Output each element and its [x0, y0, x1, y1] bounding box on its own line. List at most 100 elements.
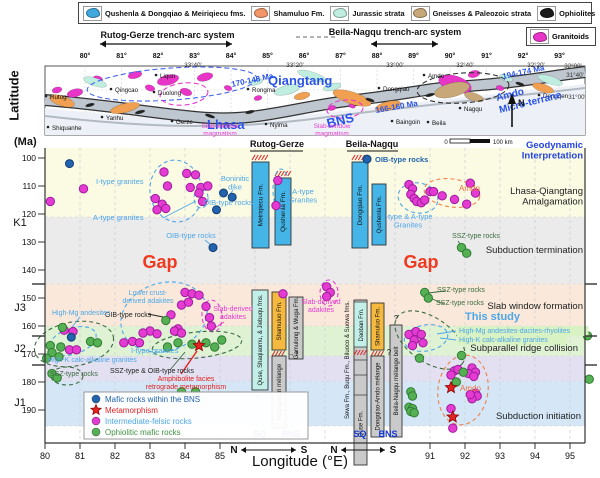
map-label: Qiangtang: [268, 73, 332, 88]
label-line: dike: [228, 183, 242, 192]
label-line: adakites: [308, 307, 335, 314]
red-hatch: [271, 350, 276, 357]
town-label: Liqun: [160, 73, 176, 80]
plot-label: OIB-type rocks: [375, 155, 428, 164]
stratigraphic-column: [370, 302, 385, 351]
section-label-bns: BNS: [378, 429, 397, 439]
label-line: Granites: [289, 196, 318, 205]
interpretation-band: [45, 217, 585, 284]
data-point-intermediate-felsic-rocks: [71, 345, 82, 355]
x-tick-label: 81: [75, 451, 85, 461]
map-highlight-ellipse: [86, 66, 258, 102]
town-marker: [152, 90, 156, 94]
map-lon-tick: 87°: [335, 52, 346, 60]
geologic-patch: [297, 69, 327, 83]
label-line: Slab-window: [314, 123, 351, 130]
connector-line: [169, 351, 186, 371]
map-lat-tick: 31°40': [566, 72, 583, 79]
data-point-intermediate-felsic-rocks: [159, 167, 169, 177]
label-line: Interpretation: [522, 151, 583, 162]
data-point-intermediate-felsic-rocks: [416, 329, 426, 340]
label-line: Slab-derived: [213, 306, 252, 313]
data-point-mafic-rocks-within-the-bns: [227, 192, 237, 202]
plot-label: A-type granites: [93, 213, 144, 222]
map-lon-tick: 81°: [116, 52, 127, 60]
y-tick-label: 140: [22, 265, 36, 275]
era-label: J3: [14, 302, 26, 314]
red-hatch: [357, 154, 362, 161]
red-hatch: [359, 349, 364, 356]
label-line: A-type: [292, 187, 314, 196]
geologic-patch: [537, 74, 563, 86]
connector-line: [436, 330, 457, 335]
data-point-ophiolitic-mafic-rocks: [201, 338, 211, 348]
metamorphism-star: [445, 409, 460, 423]
label-line: Boninitic: [221, 174, 250, 183]
town-label: Baingoin: [396, 119, 421, 126]
data-point-ophiolitic-mafic-rocks: [52, 373, 62, 383]
data-point-mafic-rocks-within-the-bns: [219, 188, 228, 198]
town-marker: [458, 106, 462, 110]
column-group-header: Beila-Nagqu: [346, 139, 399, 149]
data-point-intermediate-felsic-rocks: [465, 389, 475, 400]
ns-label-s: S: [390, 445, 397, 456]
column-label: Shamuluo Fm.: [376, 307, 382, 346]
group-ellipse: [403, 324, 449, 352]
plot-label: Subduction initiation: [496, 411, 581, 422]
data-point-intermediate-felsic-rocks: [197, 196, 208, 207]
formation-swatch-icon: [83, 5, 102, 21]
scalebar-label: 100 km: [493, 140, 513, 146]
town-marker: [246, 87, 250, 91]
red-hatch: [280, 170, 285, 177]
town-label: Amdo: [428, 73, 445, 80]
arrow-head: [100, 40, 106, 48]
metamorphism-star: [192, 338, 206, 352]
plot-label: High-Mg andesites: [52, 310, 111, 317]
stratigraphic-column: [371, 183, 387, 246]
data-point-intermediate-felsic-rocks: [465, 178, 475, 188]
red-hatch: [370, 350, 375, 357]
town-label: Beila: [432, 120, 446, 127]
x-tick-label: 80: [40, 451, 50, 461]
data-point-intermediate-felsic-rocks: [161, 203, 171, 214]
y-tick-label: 150: [22, 293, 36, 303]
data-point-intermediate-felsic-rocks: [150, 193, 161, 204]
data-point-ophiolitic-mafic-rocks: [56, 342, 66, 352]
label-line: magmatism: [315, 131, 349, 138]
legend-item: Gneisses & Paleozoic strata: [410, 5, 531, 21]
column-segment: [353, 301, 368, 348]
scalebar-zero: 0: [444, 140, 448, 146]
map-label: N: [518, 98, 525, 108]
red-hatch: [363, 349, 368, 356]
data-point-ophiolitic-mafic-rocks: [173, 338, 183, 348]
group-ellipse: [319, 279, 339, 307]
map-label: Lhasa: [207, 117, 245, 132]
ns-label-s: S: [301, 445, 308, 456]
data-point-ophiolitic-mafic-rocks: [423, 293, 433, 303]
ns-arrow-head: [341, 447, 346, 453]
ns-arrow-head: [291, 447, 296, 453]
geologic-patch: [223, 85, 233, 91]
group-ellipse: [423, 178, 481, 208]
plot-label: Amphibolite facies retrograde metamorphis…: [146, 376, 227, 391]
group-ellipse: [397, 182, 439, 214]
lhasa-terrane-area: [45, 84, 585, 135]
data-point-mafic-rocks-within-the-bns: [208, 243, 218, 253]
plot-label: Lower crust-derived adakites: [123, 290, 174, 305]
geologic-patch: [204, 113, 216, 119]
column-label: Quse, Shaqiaomu, & Jiebuqu fms.: [258, 294, 264, 385]
ns-label-n: N: [230, 445, 237, 456]
south-fault-line: [44, 87, 586, 128]
map-lon-tick: 85°: [262, 52, 273, 60]
label-line: Slab-derived: [301, 299, 340, 306]
column-label: Meiriqiecu Fm.: [258, 184, 265, 227]
data-point-intermediate-felsic-rocks: [194, 290, 204, 300]
label-line: I-type & A-type: [383, 212, 432, 221]
x-tick-label: 82: [110, 451, 120, 461]
data-point-intermediate-felsic-rocks: [78, 184, 89, 194]
section-label-sq: SQ: [353, 429, 366, 439]
stratigraphic-column: [251, 289, 269, 391]
x-tick-label: 92: [460, 451, 470, 461]
map-lat-tick: 32°40': [456, 62, 473, 69]
